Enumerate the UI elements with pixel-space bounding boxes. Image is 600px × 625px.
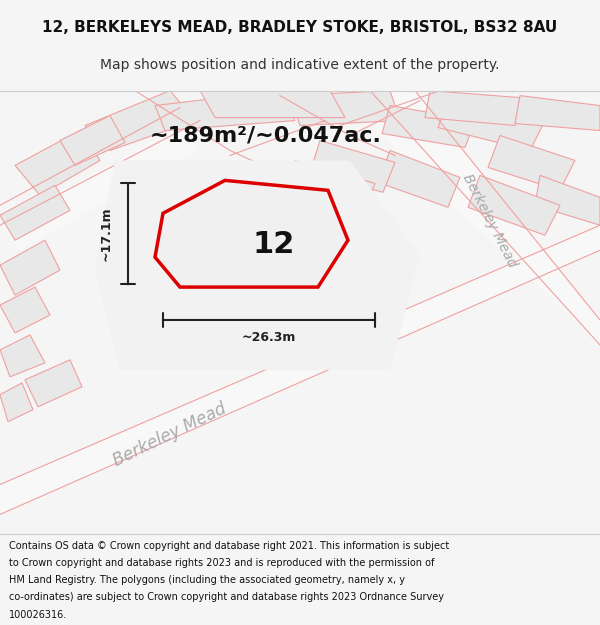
Text: 100026316.: 100026316.: [9, 609, 67, 619]
Polygon shape: [488, 136, 575, 191]
Polygon shape: [200, 91, 345, 118]
Polygon shape: [155, 181, 348, 287]
Text: ~17.1m: ~17.1m: [100, 206, 113, 261]
Polygon shape: [378, 151, 460, 208]
Polygon shape: [95, 161, 420, 370]
Polygon shape: [0, 382, 33, 422]
Polygon shape: [60, 116, 125, 166]
Polygon shape: [285, 161, 375, 215]
Polygon shape: [290, 91, 400, 126]
Text: Map shows position and indicative extent of the property.: Map shows position and indicative extent…: [100, 58, 500, 72]
Polygon shape: [85, 91, 195, 151]
Text: ~189m²/~0.047ac.: ~189m²/~0.047ac.: [149, 126, 381, 146]
Text: to Crown copyright and database rights 2023 and is reproduced with the permissio: to Crown copyright and database rights 2…: [9, 558, 434, 568]
Text: HM Land Registry. The polygons (including the associated geometry, namely x, y: HM Land Registry. The polygons (includin…: [9, 575, 405, 585]
Text: Berkeley Mead: Berkeley Mead: [460, 171, 520, 269]
Polygon shape: [515, 96, 600, 131]
Polygon shape: [15, 131, 100, 196]
Text: ~26.3m: ~26.3m: [242, 331, 296, 344]
Polygon shape: [0, 240, 60, 295]
Text: 12: 12: [252, 230, 295, 259]
Polygon shape: [155, 91, 295, 131]
Polygon shape: [360, 91, 600, 345]
Text: co-ordinates) are subject to Crown copyright and database rights 2023 Ordnance S: co-ordinates) are subject to Crown copyr…: [9, 592, 444, 602]
Polygon shape: [0, 186, 70, 240]
Polygon shape: [0, 126, 200, 250]
Polygon shape: [0, 335, 45, 377]
Polygon shape: [382, 106, 475, 148]
Polygon shape: [425, 91, 520, 126]
Text: Contains OS data © Crown copyright and database right 2021. This information is : Contains OS data © Crown copyright and d…: [9, 541, 449, 551]
Polygon shape: [468, 176, 560, 235]
Text: Berkeley Mead: Berkeley Mead: [110, 399, 230, 470]
Polygon shape: [438, 96, 545, 151]
Polygon shape: [535, 176, 600, 225]
Polygon shape: [0, 287, 50, 333]
Polygon shape: [25, 360, 82, 407]
Polygon shape: [0, 225, 600, 514]
Text: 12, BERKELEYS MEAD, BRADLEY STOKE, BRISTOL, BS32 8AU: 12, BERKELEYS MEAD, BRADLEY STOKE, BRIST…: [43, 19, 557, 34]
Polygon shape: [310, 141, 395, 192]
